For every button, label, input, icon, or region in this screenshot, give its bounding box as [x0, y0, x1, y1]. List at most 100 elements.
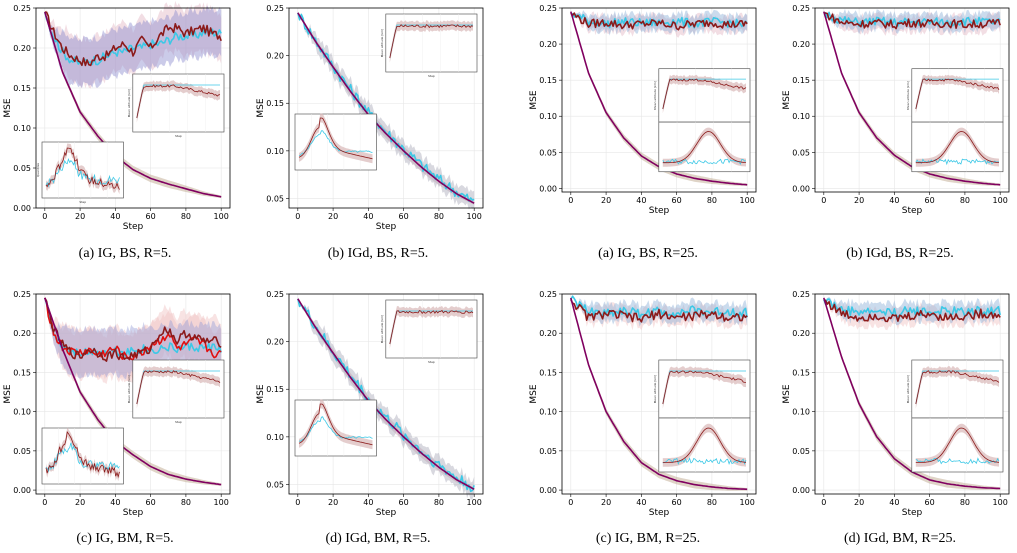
inset-xlabel: Step — [175, 420, 182, 424]
plot-frame — [288, 293, 484, 495]
x-tick-label: 20 — [854, 196, 864, 205]
series-band — [44, 0, 222, 89]
inset-ylabel: Mean altitude [km] — [127, 375, 131, 404]
plot-frame — [288, 7, 484, 209]
inset-series-line — [389, 309, 474, 345]
chart-svg: 0 20 40 60 80 100 0.00 0.05 0.10 0.15 0.20 0.25 Step… — [3, 0, 231, 232]
inset-series-line — [298, 130, 373, 156]
x-tick-label: 0 — [568, 196, 573, 205]
inset-series-line — [662, 370, 747, 405]
series-line — [570, 297, 748, 491]
x-tick-label: 80 — [960, 196, 970, 205]
inset-series-line — [45, 157, 120, 187]
series-line — [44, 11, 222, 66]
x-axis-label: Step — [376, 222, 397, 232]
y-tick-label: 0.05 — [266, 194, 284, 203]
inset-series-line — [298, 403, 373, 446]
x-tick-label: 60 — [672, 498, 682, 507]
y-tick-label: 0.15 — [13, 84, 31, 93]
inset-frame — [41, 427, 124, 485]
inset-series-line — [389, 24, 473, 59]
inset-plot — [658, 417, 751, 473]
inset-plot — [911, 417, 1004, 473]
x-tick-label: 60 — [925, 498, 935, 507]
y-tick-label: 0.10 — [13, 124, 31, 133]
series-band — [44, 297, 222, 380]
y-axis-label: MSE — [529, 90, 539, 109]
inset-series-line — [662, 78, 747, 110]
y-tick-label: 0.25 — [792, 4, 810, 13]
x-tick-label: 80 — [960, 498, 970, 507]
caption-d-igd-bm-r5: (d) IGd, BM, R=5. — [325, 531, 431, 546]
y-tick-label: 0.10 — [13, 408, 31, 417]
x-axis-label: Step — [902, 508, 923, 518]
inset-series-line — [915, 457, 1000, 465]
inset-plot: Step Quantiles — [36, 141, 124, 204]
series-line — [570, 12, 748, 31]
series-line — [44, 11, 222, 198]
y-axis-label: MSE — [529, 384, 539, 403]
y-tick-label: 0.25 — [539, 4, 557, 13]
inset-series-line — [662, 427, 747, 463]
inset-band — [389, 305, 473, 349]
caption-a-ig-bs-r5: (a) IG, BS, R=5. — [78, 246, 172, 261]
series-line — [44, 297, 222, 362]
chart-panel-b-igd-bs-r25: 0 20 40 60 80 100 0.00 0.05 0.10 0.15 0.20 0.25 Step… — [781, 2, 1013, 216]
y-tick-label: 0.00 — [792, 184, 810, 193]
y-tick-label: 0.15 — [13, 368, 31, 377]
inset-band — [915, 423, 999, 467]
y-tick-label: 0.25 — [266, 290, 284, 299]
x-tick-label: 20 — [601, 498, 611, 507]
x-tick-label: 40 — [636, 498, 646, 507]
chart-svg: 0 20 40 60 80 100 0.05 0.10 0.15 0.20 0.25 Step Mean… — [256, 290, 484, 518]
inset-plot — [911, 121, 1004, 173]
series-line — [297, 298, 475, 490]
inset-band — [662, 366, 746, 409]
x-tick-label: 80 — [707, 498, 717, 507]
inset-series-line — [136, 370, 220, 405]
plot-frame — [35, 7, 231, 209]
inset-ylabel: Mean altitude [km] — [653, 81, 657, 110]
inset-series-line — [136, 370, 221, 405]
y-tick-label: 0.15 — [539, 368, 557, 377]
y-tick-label: 0.00 — [13, 204, 31, 213]
chart-panel-c-ig-bm-r5: 0 20 40 60 80 100 0.00 0.05 0.10 0.15 0.20 0.25 Step… — [2, 288, 234, 518]
inset-series-line — [136, 84, 220, 119]
plot-frame — [814, 293, 1010, 495]
inset-xlabel: Step — [79, 200, 86, 204]
y-axis-label: MSE — [3, 384, 13, 403]
y-tick-label: 0.20 — [266, 52, 284, 61]
caption-a-ig-bs-r25: (a) IG, BS, R=25. — [598, 246, 698, 261]
x-tick-label: 0 — [568, 498, 573, 507]
y-tick-label: 0.15 — [792, 76, 810, 85]
series-band — [297, 12, 475, 210]
x-tick-label: 40 — [889, 498, 899, 507]
inset-band — [915, 127, 999, 167]
x-tick-label: 100 — [467, 212, 482, 221]
inset-ylabel: Mean altitude [km] — [380, 29, 384, 58]
series-line — [44, 297, 222, 486]
x-tick-label: 100 — [740, 498, 755, 507]
y-tick-label: 0.20 — [792, 40, 810, 49]
y-tick-label: 0.20 — [539, 329, 557, 338]
inset-series-line — [915, 427, 1000, 463]
x-tick-label: 60 — [146, 498, 156, 507]
x-tick-label: 80 — [434, 498, 444, 507]
y-tick-label: 0.05 — [539, 447, 557, 456]
plot-frame — [561, 7, 757, 193]
inset-plot — [41, 427, 124, 485]
x-tick-label: 20 — [601, 196, 611, 205]
caption-b-igd-bs-r25: (b) IGd, BS, R=25. — [846, 246, 954, 261]
x-tick-label: 80 — [434, 212, 444, 221]
y-tick-label: 0.10 — [539, 112, 557, 121]
x-tick-label: 60 — [146, 212, 156, 221]
inset-series-line — [298, 117, 373, 160]
inset-series-line — [45, 431, 120, 479]
series-band — [823, 299, 1001, 331]
y-tick-label: 0.05 — [539, 148, 557, 157]
y-tick-label: 0.15 — [266, 99, 284, 108]
x-tick-label: 0 — [295, 498, 300, 507]
inset-series-line — [662, 131, 747, 164]
series-line — [823, 298, 1001, 323]
